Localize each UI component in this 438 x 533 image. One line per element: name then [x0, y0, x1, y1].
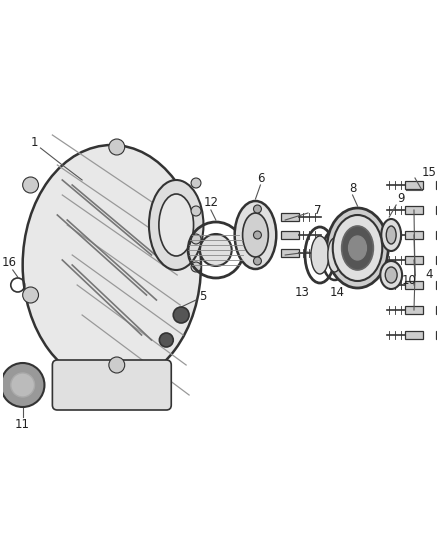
- Ellipse shape: [235, 201, 276, 269]
- Text: 1: 1: [31, 136, 38, 149]
- Text: 9: 9: [397, 191, 405, 205]
- Bar: [405, 231, 423, 239]
- Ellipse shape: [191, 234, 201, 244]
- Ellipse shape: [191, 178, 201, 188]
- Text: 7: 7: [314, 244, 321, 256]
- Text: 8: 8: [349, 182, 356, 195]
- Ellipse shape: [159, 194, 194, 256]
- Bar: [436, 181, 438, 189]
- Circle shape: [159, 333, 173, 347]
- Ellipse shape: [386, 226, 396, 244]
- Ellipse shape: [23, 145, 201, 385]
- Ellipse shape: [243, 213, 268, 257]
- Ellipse shape: [191, 206, 201, 216]
- Circle shape: [11, 373, 35, 397]
- Bar: [436, 331, 438, 339]
- Ellipse shape: [342, 226, 373, 270]
- Text: 11: 11: [15, 418, 30, 432]
- Circle shape: [173, 307, 189, 323]
- Ellipse shape: [311, 236, 329, 274]
- Bar: [436, 306, 438, 314]
- Bar: [281, 213, 299, 221]
- Text: 5: 5: [199, 290, 207, 303]
- Bar: [405, 181, 423, 189]
- Circle shape: [254, 205, 261, 213]
- Ellipse shape: [149, 180, 204, 270]
- Ellipse shape: [109, 357, 125, 373]
- Bar: [281, 249, 299, 257]
- Ellipse shape: [333, 215, 382, 281]
- Text: 4: 4: [425, 269, 433, 281]
- Circle shape: [254, 231, 261, 239]
- Bar: [281, 231, 299, 239]
- Bar: [436, 281, 438, 289]
- Bar: [405, 281, 423, 289]
- Ellipse shape: [191, 262, 201, 272]
- Circle shape: [254, 257, 261, 265]
- Ellipse shape: [349, 236, 367, 260]
- Text: 13: 13: [295, 287, 310, 300]
- Bar: [405, 256, 423, 264]
- Bar: [436, 206, 438, 214]
- Circle shape: [200, 234, 232, 266]
- Ellipse shape: [109, 139, 125, 155]
- Text: 6: 6: [257, 172, 264, 184]
- Text: 10: 10: [402, 273, 417, 287]
- Text: 16: 16: [1, 256, 16, 270]
- Ellipse shape: [380, 261, 402, 289]
- Bar: [436, 256, 438, 264]
- Text: 14: 14: [329, 287, 344, 300]
- Text: 12: 12: [203, 197, 219, 209]
- Bar: [405, 306, 423, 314]
- Bar: [405, 331, 423, 339]
- Bar: [436, 231, 438, 239]
- Ellipse shape: [23, 287, 39, 303]
- Ellipse shape: [23, 177, 39, 193]
- Text: 15: 15: [421, 166, 436, 179]
- FancyBboxPatch shape: [53, 360, 171, 410]
- Ellipse shape: [327, 208, 388, 288]
- Ellipse shape: [381, 219, 401, 251]
- Bar: [405, 206, 423, 214]
- Text: 7: 7: [314, 204, 321, 216]
- Ellipse shape: [385, 267, 397, 283]
- Ellipse shape: [328, 238, 342, 272]
- Circle shape: [1, 363, 45, 407]
